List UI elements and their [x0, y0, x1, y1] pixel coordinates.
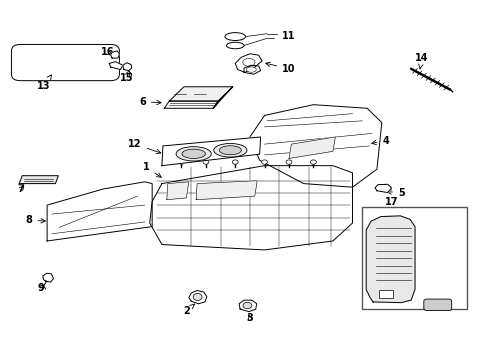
Polygon shape — [111, 51, 120, 58]
Text: 17: 17 — [385, 197, 398, 207]
Polygon shape — [189, 291, 207, 304]
Text: 7: 7 — [18, 184, 24, 194]
Ellipse shape — [246, 67, 256, 72]
Polygon shape — [43, 273, 53, 282]
Text: 2: 2 — [183, 304, 195, 316]
Circle shape — [232, 160, 238, 164]
Circle shape — [286, 160, 292, 164]
Ellipse shape — [214, 143, 247, 157]
Polygon shape — [109, 62, 123, 69]
Ellipse shape — [225, 33, 245, 41]
Polygon shape — [375, 184, 392, 193]
Polygon shape — [162, 137, 261, 166]
Text: 11: 11 — [282, 31, 296, 41]
Ellipse shape — [243, 58, 255, 66]
Text: 8: 8 — [25, 215, 46, 225]
Circle shape — [178, 160, 184, 164]
Polygon shape — [47, 182, 152, 241]
Polygon shape — [196, 181, 257, 200]
Text: 1: 1 — [143, 162, 161, 177]
Text: 15: 15 — [120, 70, 133, 83]
Text: 14: 14 — [415, 53, 429, 69]
Polygon shape — [19, 176, 58, 184]
Text: 13: 13 — [37, 75, 51, 91]
Polygon shape — [169, 87, 233, 101]
Bar — [379, 291, 392, 298]
Ellipse shape — [243, 302, 252, 309]
Ellipse shape — [182, 149, 205, 158]
Polygon shape — [366, 216, 415, 303]
Ellipse shape — [226, 42, 244, 49]
Text: 12: 12 — [128, 139, 161, 154]
Polygon shape — [167, 182, 189, 200]
Circle shape — [262, 160, 268, 164]
Circle shape — [311, 160, 317, 164]
Polygon shape — [123, 63, 132, 71]
FancyBboxPatch shape — [424, 299, 452, 311]
Text: 3: 3 — [246, 313, 253, 323]
Text: 9: 9 — [37, 283, 44, 293]
Polygon shape — [150, 166, 352, 250]
Ellipse shape — [176, 147, 211, 161]
Text: 6: 6 — [139, 97, 161, 107]
Text: 10: 10 — [266, 62, 296, 74]
Circle shape — [203, 160, 209, 164]
Text: 16: 16 — [100, 46, 114, 57]
Polygon shape — [244, 65, 261, 74]
Polygon shape — [164, 101, 218, 108]
Polygon shape — [213, 87, 233, 108]
Polygon shape — [289, 137, 335, 158]
Polygon shape — [250, 105, 382, 187]
Text: 5: 5 — [387, 188, 405, 198]
Polygon shape — [235, 54, 262, 72]
FancyBboxPatch shape — [11, 44, 120, 81]
Ellipse shape — [193, 293, 202, 301]
Bar — [362, 207, 467, 309]
Text: 4: 4 — [372, 136, 389, 145]
Ellipse shape — [220, 146, 242, 155]
Polygon shape — [239, 300, 257, 312]
